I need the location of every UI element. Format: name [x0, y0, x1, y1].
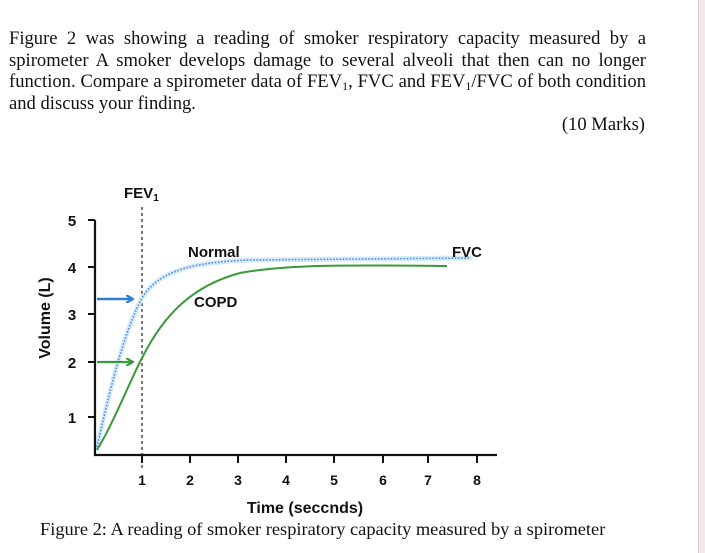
svg-text:3: 3 [234, 472, 242, 488]
svg-text:8: 8 [473, 472, 481, 488]
copd-curve [96, 264, 448, 451]
svg-text:4: 4 [282, 472, 290, 488]
page-edge-strip [698, 0, 705, 553]
x-tick-labels: 1 2 3 4 5 6 7 8 [138, 472, 481, 488]
question-text: Figure 2 was showing a reading of smoker… [9, 28, 646, 115]
svg-text:2: 2 [68, 355, 76, 372]
y-tick-labels: 5 4 3 2 1 [68, 213, 77, 427]
copd-label: COPD [194, 294, 238, 311]
fev1-label: FEV1 [124, 185, 159, 204]
svg-text:5: 5 [330, 472, 338, 488]
y-axis-title: Volume (L) [37, 277, 54, 358]
x-axis-title: Time (seccnds) [247, 500, 363, 517]
svg-text:1: 1 [138, 472, 146, 488]
svg-text:3: 3 [68, 307, 76, 324]
fev-subscript: 1 [465, 79, 472, 94]
figure-caption: Figure 2: A reading of smoker respirator… [40, 519, 606, 539]
svg-text:2: 2 [186, 472, 194, 488]
svg-text:7: 7 [424, 472, 432, 488]
fev-subscript: 1 [342, 79, 349, 94]
normal-label: Normal [188, 244, 240, 261]
svg-text:5: 5 [68, 213, 76, 230]
question-part-1: Figure 2 was showing a reading of smoker… [9, 28, 646, 93]
normal-curve-halo [94, 255, 473, 450]
x-ticks [141, 455, 478, 463]
normal-curve [96, 257, 471, 448]
question-part-2: , FVC and FEV [348, 71, 466, 93]
svg-text:6: 6 [379, 472, 387, 488]
svg-text:1: 1 [68, 410, 76, 427]
svg-text:4: 4 [68, 260, 77, 277]
fvc-label: FVC [452, 244, 482, 261]
question-part-3: /FVC of both condition and discuss your … [9, 71, 646, 115]
y-ticks [88, 219, 95, 418]
marks-label: (10 Marks) [561, 114, 645, 135]
